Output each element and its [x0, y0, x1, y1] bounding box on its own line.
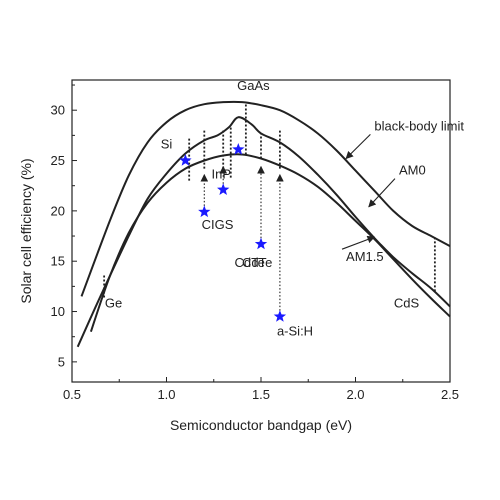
- material-label-ge: Ge: [105, 296, 122, 311]
- y-tick-label: 15: [51, 254, 65, 269]
- y-tick-label: 30: [51, 103, 65, 118]
- y-tick-label: 10: [51, 304, 65, 319]
- efficiency-arrows: [200, 133, 396, 311]
- record-point-cdte: [254, 237, 268, 250]
- efficiency-curves: [76, 100, 451, 348]
- record-point-si: [179, 154, 192, 166]
- material-label-si: Si: [161, 136, 173, 151]
- y-tick-label: 5: [58, 354, 65, 369]
- material-label-gaas: GaAs: [237, 78, 270, 93]
- curve-label-arrow: [341, 235, 376, 250]
- curve-label: AM1.5: [346, 249, 384, 264]
- x-tick-label: 2.5: [441, 387, 459, 402]
- point-label: a-Si:H: [277, 324, 313, 339]
- x-tick-label: 1.5: [252, 387, 270, 402]
- curve-label-arrow: [368, 178, 396, 208]
- record-point-gaas: [232, 143, 245, 155]
- record-point-cigs: [198, 205, 211, 218]
- y-tick-label: 25: [51, 153, 65, 168]
- record-efficiency-points: [179, 143, 287, 322]
- record-point-a-si-h: [273, 310, 287, 322]
- x-axis-label: Semiconductor bandgap (eV): [170, 417, 352, 433]
- annotations: Ge Si InP GaAs CdTe CdS CIGS CdTe a-Si:H black-bo…: [105, 78, 464, 339]
- curve-label: AM0: [399, 163, 426, 178]
- x-tick-label: 2.0: [346, 387, 364, 402]
- y-tick-label: 20: [51, 203, 65, 218]
- x-tick-label: 1.0: [157, 387, 175, 402]
- axis-ticks: 0.5 1.0 1.5 2.0 2.5 5 10 15 20 25 30: [51, 84, 459, 402]
- curve-label: black-body limit: [374, 118, 464, 133]
- y-axis-label: Solar cell efficiency (%): [18, 158, 34, 303]
- material-label-cdte: CdTe: [234, 255, 264, 270]
- point-label: CdTe: [242, 255, 272, 270]
- material-label-inp: InP: [212, 167, 232, 182]
- curve-am0: [76, 116, 451, 348]
- curve-black-body-limit: [80, 100, 451, 297]
- curve-label-arrow: [345, 133, 371, 160]
- x-tick-label: 0.5: [63, 387, 81, 402]
- curve-am1-5: [89, 153, 451, 333]
- point-label: CIGS: [202, 217, 234, 232]
- record-point-inp: [217, 183, 230, 195]
- material-label-cds: CdS: [394, 296, 420, 311]
